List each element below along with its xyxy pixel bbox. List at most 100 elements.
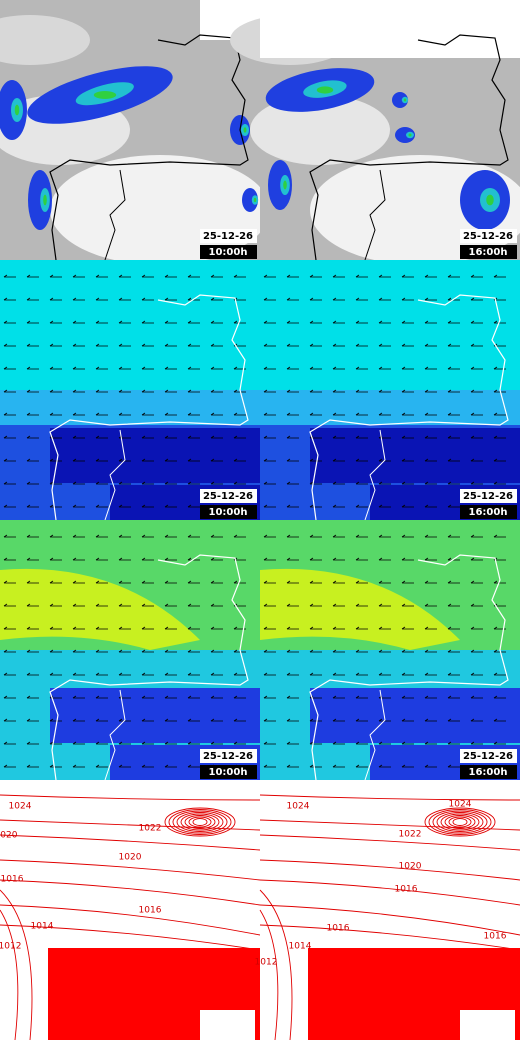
wind-arrow [401, 274, 414, 278]
wind-arrow [3, 366, 16, 370]
wind-arrow [447, 504, 460, 508]
date-box [460, 489, 517, 503]
wind-zone [0, 650, 260, 690]
wind-arrow [401, 626, 414, 630]
wind-arrow [95, 343, 108, 347]
wind-arrow [263, 603, 276, 607]
wind-arrow [3, 626, 16, 630]
wind-zone [260, 650, 520, 690]
wind-arrow [493, 435, 506, 439]
wind-arrow [164, 481, 177, 485]
wind-arrow [187, 389, 200, 393]
wind-arrow [164, 412, 177, 416]
wind-arrow [118, 274, 131, 278]
wind-arrow [164, 741, 177, 745]
wind-arrow [447, 718, 460, 722]
isobar [176, 812, 224, 832]
wind-arrow [424, 580, 437, 584]
wind-arrow [424, 343, 437, 347]
isobar [180, 813, 220, 831]
wind-arrow [286, 580, 299, 584]
time-label: 16:00h [469, 507, 508, 518]
wind-arrow [95, 389, 108, 393]
isobar [0, 879, 261, 906]
isobar-label: 1020 [0, 831, 18, 841]
wind-arrow [332, 557, 345, 561]
wind-arrow [309, 557, 322, 561]
wind-arrow [424, 366, 437, 370]
wind-arrow [355, 458, 368, 462]
wind-arrow [470, 626, 483, 630]
isobar-label: 1016 [139, 906, 162, 916]
wind-arrow [72, 297, 85, 301]
wind-arrow [332, 458, 345, 462]
wind-arrow [141, 534, 154, 538]
wind-arrow [309, 389, 322, 393]
wind-arrow [447, 764, 460, 768]
wind-arrow [470, 412, 483, 416]
wind-arrow [164, 557, 177, 561]
wind-arrow [401, 649, 414, 653]
wind-arrow [210, 557, 223, 561]
wind-arrow [210, 580, 223, 584]
wind-arrow [95, 481, 108, 485]
wind-arrow [470, 672, 483, 676]
wind-arrow [26, 504, 39, 508]
isobar-label: 1012 [0, 942, 21, 952]
wind-arrow [263, 672, 276, 676]
border [364, 429, 386, 521]
wind-arrow [263, 580, 276, 584]
wind-arrow [309, 412, 322, 416]
wind-arrow [493, 274, 506, 278]
wind-arrow [72, 695, 85, 699]
wind-arrow [49, 458, 62, 462]
wind-arrow [118, 343, 131, 347]
wind-arrow [49, 764, 62, 768]
wind-arrow [378, 580, 391, 584]
wind-arrow [72, 580, 85, 584]
wind-arrow [309, 534, 322, 538]
wind-arrow [401, 458, 414, 462]
wind-arrow [286, 389, 299, 393]
isobar [259, 904, 520, 936]
wind-arrow [424, 557, 437, 561]
time-box [460, 245, 517, 259]
wind-arrow [332, 343, 345, 347]
wind-arrow [233, 672, 246, 676]
pressure-map: 1024 1022 1020 1020 1016 1016 1014 1012 … [0, 800, 507, 968]
wind-arrow [263, 458, 276, 462]
wind-band [260, 568, 460, 650]
isobar [259, 834, 520, 851]
isobar-label: 1016 [395, 885, 418, 895]
wind-arrow [187, 534, 200, 538]
wind-zone [0, 390, 260, 430]
wind-arrow [164, 580, 177, 584]
wind-arrow [210, 481, 223, 485]
blank [460, 1010, 515, 1040]
wind-arrow [447, 649, 460, 653]
time-box [200, 505, 257, 519]
wind-arrow [210, 695, 223, 699]
wind-arrow [141, 366, 154, 370]
wind-arrow [447, 366, 460, 370]
wind-arrow [424, 764, 437, 768]
wind-arrow [470, 534, 483, 538]
time-box [200, 245, 257, 259]
wind-arrow [263, 534, 276, 538]
wind-arrow [95, 580, 108, 584]
isobar [188, 816, 212, 828]
wind-arrow [187, 580, 200, 584]
wind-arrow [210, 741, 223, 745]
wind-arrow [164, 504, 177, 508]
wind-arrow [26, 389, 39, 393]
wind-arrow [286, 412, 299, 416]
wind-arrow [332, 320, 345, 324]
wind-zone [310, 428, 520, 483]
wind-arrow [187, 764, 200, 768]
wind-arrow [3, 534, 16, 538]
time-box [460, 505, 517, 519]
wind-arrow [332, 504, 345, 508]
wind-arrow [72, 557, 85, 561]
wind-arrow [286, 695, 299, 699]
wind-arrow [72, 672, 85, 676]
